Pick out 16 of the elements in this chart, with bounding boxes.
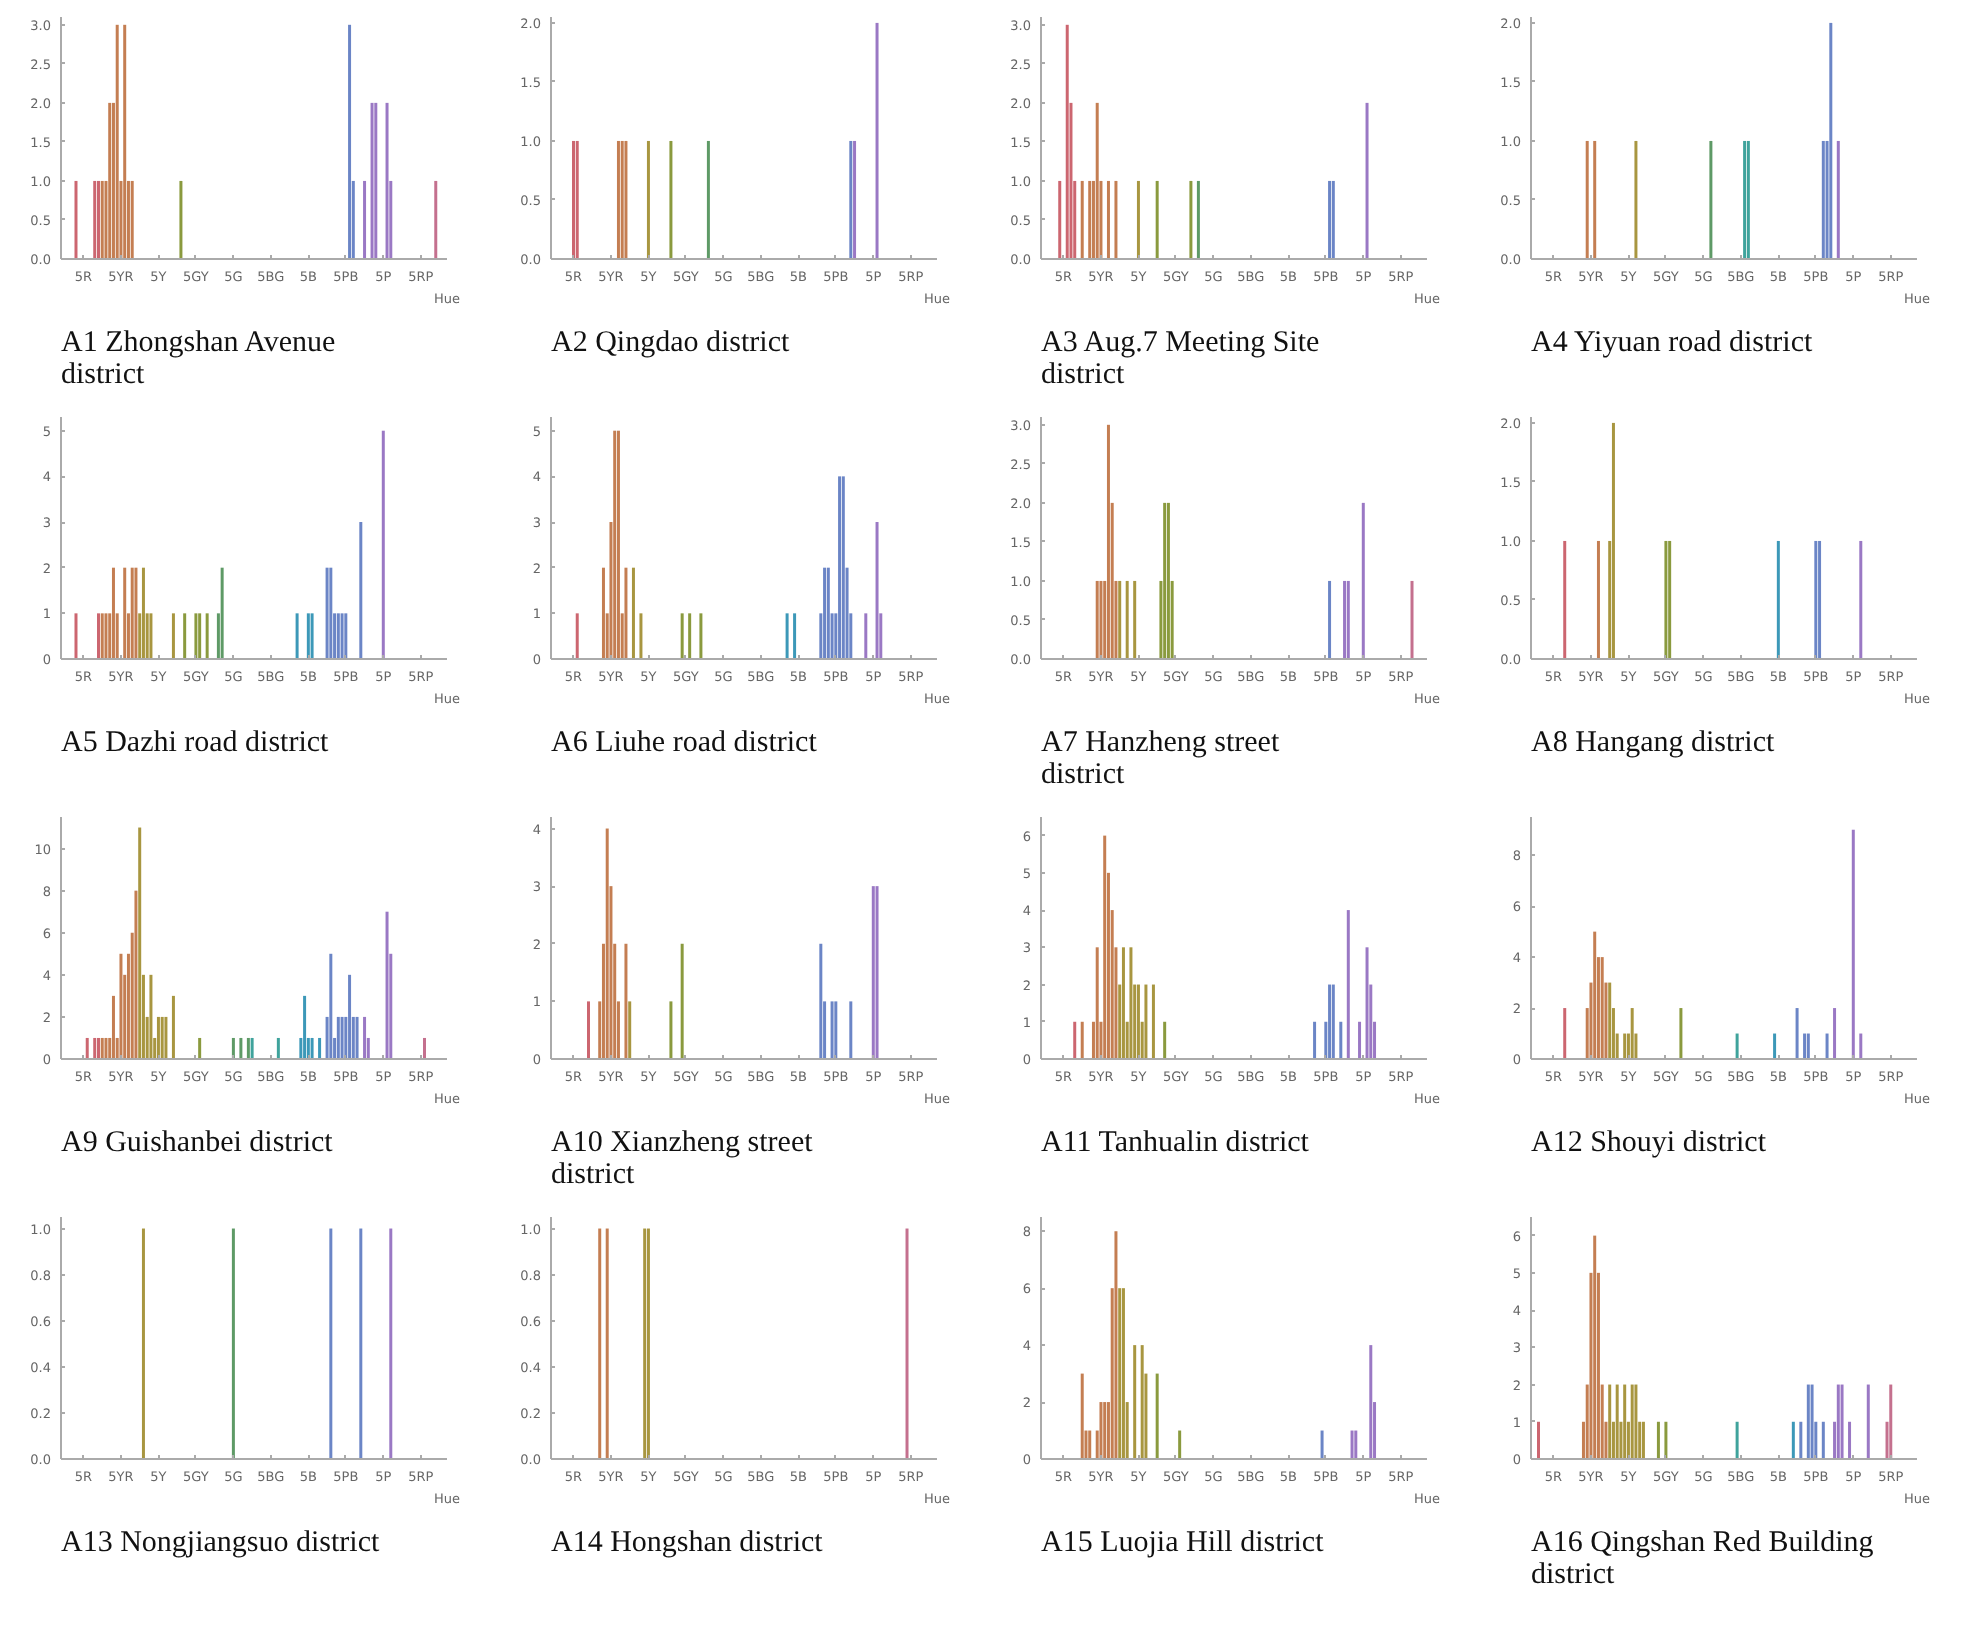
text: A3 Aug.7 Meeting Site district (1041, 327, 1320, 391)
text: A6 Liuhe road district (551, 727, 819, 759)
text: A10 Xianzheng street district (551, 1127, 815, 1191)
text: A14 Hongshan district (551, 1527, 825, 1559)
text: A7 Hanzheng street district (1041, 727, 1281, 791)
text: A15 Luojia Hill district (1041, 1527, 1326, 1559)
text: A2 Qingdao district (551, 327, 791, 359)
text: A13 Nongjiangsuo district (61, 1527, 381, 1559)
text: A8 Hangang district (1531, 727, 1776, 759)
text: A4 Yiyuan road district (1531, 327, 1814, 359)
text: A5 Dazhi road district (61, 727, 331, 759)
text: A9 Guishanbei district (61, 1127, 335, 1159)
text: A16 Qingshan Red Building district (1531, 1527, 1875, 1591)
text: A12 Shouyi district (1531, 1127, 1768, 1159)
text: A11 Tanhualin district (1041, 1127, 1311, 1159)
text: A1 Zhongshan Avenue district (61, 327, 337, 391)
